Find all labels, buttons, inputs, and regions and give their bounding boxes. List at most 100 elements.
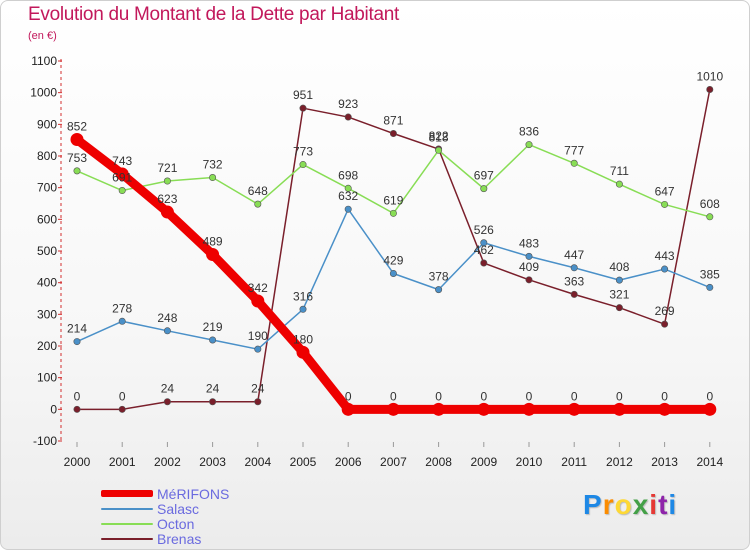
data-label: 623 bbox=[157, 192, 177, 206]
legend-swatch bbox=[101, 537, 153, 540]
legend-label: Salasc bbox=[157, 500, 200, 517]
data-point bbox=[480, 239, 488, 247]
data-label: 0 bbox=[390, 389, 397, 403]
data-label: 24 bbox=[161, 382, 175, 396]
data-point bbox=[344, 184, 352, 192]
y-tick-label: 800 bbox=[37, 149, 57, 163]
data-point bbox=[206, 247, 220, 261]
series-line-brenas bbox=[76, 88, 711, 411]
data-point bbox=[661, 320, 669, 328]
x-tick-label: 2003 bbox=[199, 455, 226, 469]
data-point bbox=[299, 161, 307, 169]
data-label: 743 bbox=[112, 154, 132, 168]
data-point bbox=[70, 133, 84, 147]
data-label: 489 bbox=[203, 234, 223, 248]
data-point bbox=[389, 130, 397, 138]
y-tick-label: 200 bbox=[37, 339, 57, 353]
data-label: 871 bbox=[383, 114, 403, 128]
data-point bbox=[612, 402, 626, 416]
logo-letter: P bbox=[583, 489, 603, 520]
data-label: 0 bbox=[661, 389, 668, 403]
data-point bbox=[477, 402, 491, 416]
x-tick-label: 2012 bbox=[606, 455, 633, 469]
x-tick-label: 2009 bbox=[470, 455, 497, 469]
data-label: 0 bbox=[345, 389, 352, 403]
y-tick-label: 600 bbox=[37, 212, 57, 226]
x-tick-label: 2006 bbox=[335, 455, 362, 469]
data-label: 923 bbox=[338, 97, 358, 111]
data-point bbox=[73, 338, 81, 346]
legend-swatch bbox=[101, 522, 153, 525]
chart-legend: MéRIFONS Salasc Octon Brenas bbox=[101, 486, 229, 547]
data-label: 0 bbox=[119, 389, 126, 403]
data-label: 278 bbox=[112, 301, 132, 315]
logo-letter: i bbox=[668, 489, 678, 520]
series-line-salasc bbox=[76, 208, 711, 350]
data-label: 608 bbox=[700, 197, 720, 211]
x-tick-label: 2008 bbox=[425, 455, 452, 469]
data-point bbox=[118, 317, 126, 325]
data-label: 363 bbox=[564, 274, 584, 288]
data-label: 648 bbox=[248, 184, 268, 198]
data-point bbox=[661, 200, 669, 208]
data-label: 0 bbox=[480, 389, 487, 403]
y-tick-label: 500 bbox=[37, 244, 57, 258]
legend-swatch bbox=[101, 490, 153, 497]
y-tick-label: 0 bbox=[50, 402, 57, 416]
logo-letter: i bbox=[649, 489, 659, 520]
data-label: 0 bbox=[74, 389, 81, 403]
x-tick-label: 2014 bbox=[696, 455, 723, 469]
legend-item-octon: Octon bbox=[101, 516, 229, 532]
data-label: 691 bbox=[112, 171, 132, 185]
data-point bbox=[480, 185, 488, 193]
data-point bbox=[389, 209, 397, 217]
data-label: 214 bbox=[67, 322, 87, 336]
data-label: 647 bbox=[655, 184, 675, 198]
logo-letter: o bbox=[614, 489, 633, 520]
data-point bbox=[344, 113, 352, 121]
data-label: 0 bbox=[616, 389, 623, 403]
data-label: 951 bbox=[293, 88, 313, 102]
legend-label: Brenas bbox=[157, 530, 202, 547]
data-label: 0 bbox=[706, 389, 713, 403]
data-label: 1010 bbox=[696, 70, 723, 84]
data-point bbox=[570, 290, 578, 298]
logo-letter: r bbox=[602, 489, 615, 520]
data-label: 711 bbox=[610, 164, 629, 178]
data-point bbox=[525, 276, 533, 284]
data-point bbox=[254, 345, 262, 353]
x-tick-label: 2011 bbox=[561, 455, 587, 469]
data-point bbox=[525, 141, 533, 149]
data-label: 0 bbox=[435, 389, 442, 403]
data-point bbox=[480, 259, 488, 267]
data-label: 822 bbox=[429, 129, 449, 143]
data-label: 777 bbox=[564, 143, 584, 157]
data-point bbox=[522, 402, 536, 416]
chart-subtitle: (en €) bbox=[28, 30, 57, 42]
y-tick-label: 700 bbox=[37, 181, 57, 195]
y-tick-label: 100 bbox=[37, 371, 57, 385]
data-point bbox=[344, 205, 352, 213]
legend-swatch bbox=[101, 507, 153, 510]
data-point bbox=[163, 327, 171, 335]
data-label: 836 bbox=[519, 125, 539, 139]
legend-item-mérifons: MéRIFONS bbox=[101, 486, 229, 502]
data-point bbox=[706, 86, 714, 94]
data-label: 342 bbox=[248, 281, 268, 295]
data-label: 0 bbox=[571, 389, 578, 403]
logo-letter: t bbox=[658, 489, 669, 520]
data-point bbox=[209, 336, 217, 344]
data-label: 483 bbox=[519, 236, 539, 250]
x-tick-label: 2013 bbox=[651, 455, 678, 469]
x-tick-label: 2010 bbox=[516, 455, 543, 469]
data-point bbox=[435, 146, 443, 154]
y-tick-label: 900 bbox=[37, 117, 57, 131]
data-point bbox=[254, 398, 262, 406]
data-point bbox=[389, 269, 397, 277]
data-label: 732 bbox=[203, 158, 223, 172]
data-label: 753 bbox=[67, 151, 87, 165]
x-tick-label: 2002 bbox=[154, 455, 181, 469]
y-tick-label: -100 bbox=[33, 434, 57, 448]
data-point bbox=[570, 159, 578, 167]
